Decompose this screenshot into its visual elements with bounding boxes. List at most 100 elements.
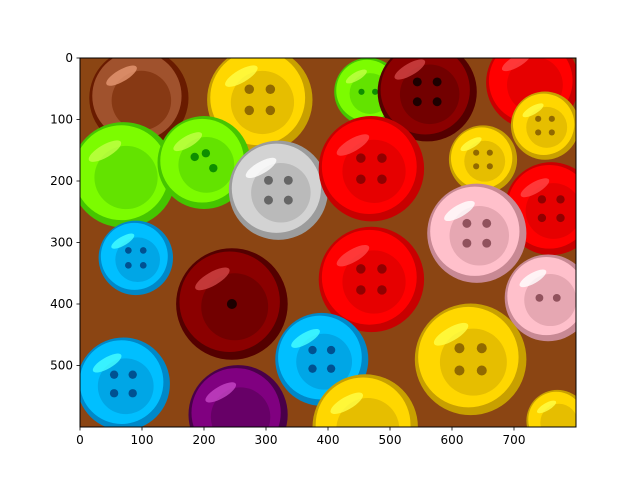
button-hole	[283, 195, 293, 205]
button-highlight	[88, 140, 122, 162]
button-hole	[201, 149, 211, 158]
button-hole	[473, 149, 480, 156]
y-tick-label: 300	[50, 236, 73, 250]
button-22	[312, 374, 418, 427]
button-hole	[139, 261, 147, 269]
button-16	[427, 183, 527, 283]
button-4	[377, 58, 477, 142]
button-hole	[356, 264, 366, 274]
button-highlight	[291, 328, 320, 348]
button-center	[94, 145, 158, 210]
image-area	[80, 58, 576, 427]
button-20	[80, 337, 170, 427]
button-hole	[128, 389, 137, 398]
button-highlight	[245, 157, 277, 179]
button-center	[178, 136, 235, 193]
button-highlight	[345, 69, 367, 84]
button-hole	[377, 153, 387, 163]
x-tick-label: 500	[379, 433, 402, 447]
button-highlight	[433, 322, 469, 346]
button-hole	[109, 370, 119, 379]
button-hole	[486, 163, 493, 170]
button-hole	[125, 261, 132, 269]
button-hole	[476, 343, 487, 354]
button-hole	[326, 345, 336, 355]
button-highlight	[173, 132, 203, 152]
button-highlight	[336, 244, 370, 267]
y-axis: 0 100 200 300 400 500	[50, 51, 80, 373]
button-hole	[535, 115, 542, 122]
button-hole	[537, 195, 547, 204]
button-hole	[244, 84, 255, 95]
button-hole	[128, 370, 137, 379]
button-highlight	[501, 58, 531, 72]
button-highlight	[336, 134, 370, 156]
button-highlight	[444, 200, 475, 222]
button-hole	[473, 163, 480, 170]
button-highlight	[519, 269, 547, 288]
button-21	[188, 365, 288, 427]
button-hole	[482, 238, 492, 248]
x-tick-label: 600	[441, 433, 464, 447]
button-hole	[535, 129, 542, 136]
button-highlight	[394, 59, 426, 80]
button-hole	[125, 247, 132, 254]
y-tick-label: 400	[50, 297, 73, 311]
y-tick-label: 100	[50, 113, 73, 127]
button-hole	[356, 174, 366, 184]
button-hole	[454, 343, 465, 354]
button-10	[318, 116, 425, 222]
button-11	[448, 125, 518, 194]
button-hole	[139, 247, 147, 254]
button-highlight	[460, 137, 482, 152]
button-highlight	[225, 65, 258, 87]
button-hole	[372, 88, 379, 95]
button-hole	[226, 298, 237, 310]
button-hole	[432, 97, 442, 107]
button-highlight	[106, 65, 137, 86]
button-hole	[548, 115, 555, 122]
button-hole	[377, 285, 387, 295]
button-highlight	[111, 233, 135, 249]
button-1	[89, 58, 189, 148]
button-hole	[358, 88, 365, 95]
button-hole	[462, 218, 472, 228]
button-hole	[356, 153, 366, 163]
button-highlight	[330, 392, 364, 415]
button-hole	[556, 213, 565, 223]
button-hole	[264, 195, 273, 205]
button-hole	[482, 218, 492, 228]
button-hole	[377, 174, 387, 184]
button-hole	[412, 77, 422, 87]
button-center	[524, 273, 576, 327]
button-hole	[556, 195, 565, 204]
button-hole	[462, 238, 472, 248]
button-highlight	[205, 382, 237, 403]
button-9	[228, 140, 328, 240]
button-18	[275, 312, 369, 406]
button-highlight	[520, 178, 550, 198]
button-17	[504, 254, 576, 342]
button-hole	[283, 175, 293, 185]
x-tick-label: 400	[317, 433, 340, 447]
button-hole	[265, 84, 276, 95]
button-8	[157, 116, 251, 210]
y-tick-label: 500	[50, 359, 73, 373]
button-14	[176, 248, 288, 360]
button-hole	[190, 152, 199, 162]
button-hole	[244, 105, 255, 116]
y-tick-label: 0	[65, 51, 73, 65]
button-13	[98, 220, 173, 296]
button-hole	[412, 97, 422, 107]
button-hole	[537, 213, 547, 223]
button-6	[510, 91, 576, 160]
button-hole	[109, 389, 119, 398]
button-15	[318, 226, 425, 333]
button-hole	[308, 364, 317, 373]
button-hole	[476, 365, 487, 376]
button-center	[210, 387, 271, 427]
button-highlight	[92, 353, 122, 373]
x-axis: 0 100 200 300 400 500 600 700	[76, 427, 525, 447]
x-tick-label: 200	[193, 433, 216, 447]
x-tick-label: 300	[255, 433, 278, 447]
